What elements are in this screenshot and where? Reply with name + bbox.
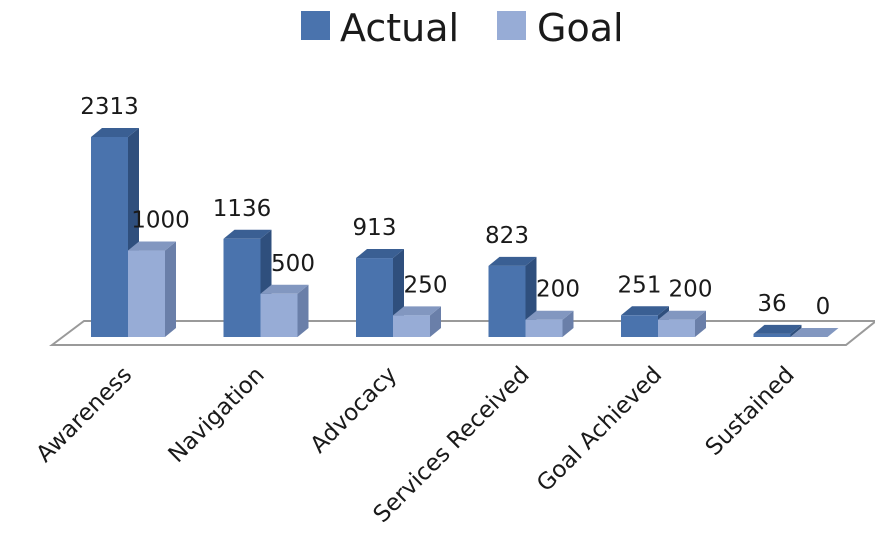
- category-label-advocacy: Advocacy: [306, 362, 403, 459]
- bar-goal-awareness: [128, 242, 176, 337]
- bar-front-face: [91, 137, 128, 337]
- data-label-goal-goal-achieved: 200: [669, 277, 713, 303]
- data-label-goal-sustained: 0: [816, 294, 831, 320]
- bar-front-face: [621, 315, 658, 337]
- legend-swatch-goal: [497, 11, 526, 40]
- legend-swatch-actual: [301, 11, 330, 40]
- bar-group: [91, 128, 839, 337]
- data-label-actual-sustained: 36: [757, 291, 786, 317]
- data-label-goal-advocacy: 250: [404, 272, 448, 298]
- data-label-actual-advocacy: 913: [353, 215, 397, 241]
- bar-front-face: [526, 320, 563, 337]
- bar-front-face: [658, 320, 695, 337]
- bar-side-face: [298, 285, 309, 337]
- data-label-goal-services-received: 200: [536, 277, 580, 303]
- bar-front-face: [224, 239, 261, 337]
- data-label-group: 2313 1000 1136 500 913 250 823 200 251 200 36 0: [80, 94, 830, 320]
- bar-front-face: [393, 315, 430, 337]
- bar-front-face: [128, 251, 165, 337]
- bar-goal-navigation: [261, 285, 309, 337]
- bar-front-face: [754, 334, 791, 337]
- data-label-actual-awareness: 2313: [80, 94, 139, 120]
- legend-label-actual: Actual: [340, 6, 459, 50]
- bar-goal-services-received: [526, 311, 574, 337]
- data-label-goal-navigation: 500: [271, 251, 315, 277]
- category-label-navigation: Navigation: [164, 362, 270, 468]
- bar-goal-advocacy: [393, 306, 441, 337]
- data-label-actual-services-received: 823: [485, 223, 529, 249]
- bar-front-face: [356, 258, 393, 337]
- bar-front-face: [489, 266, 526, 337]
- category-label-awareness: Awareness: [32, 362, 138, 468]
- category-label-sustained: Sustained: [701, 362, 800, 461]
- data-label-actual-navigation: 1136: [213, 196, 272, 222]
- legend: Actual Goal: [301, 6, 624, 50]
- bar-goal-goal-achieved: [658, 311, 706, 337]
- bar-front-face: [261, 294, 298, 337]
- data-label-actual-goal-achieved: 251: [618, 272, 662, 298]
- category-label-goal-achieved: Goal Achieved: [532, 362, 667, 497]
- data-label-goal-awareness: 1000: [131, 208, 190, 234]
- bar-side-face: [165, 242, 176, 337]
- legend-label-goal: Goal: [537, 6, 624, 50]
